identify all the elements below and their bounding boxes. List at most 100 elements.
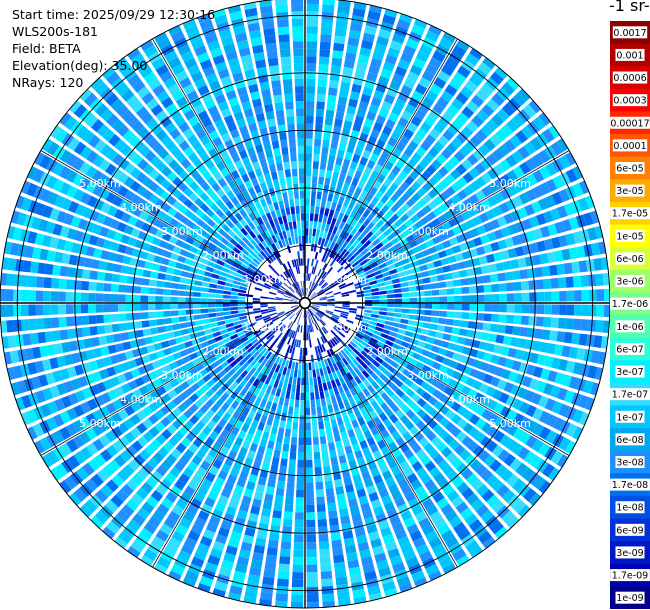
ray-cell (110, 313, 119, 323)
ray-cell (387, 303, 395, 308)
ray-cell (130, 194, 142, 205)
ray-cell (54, 194, 66, 208)
ray-cell (433, 122, 446, 134)
ray-cell (396, 18, 411, 30)
ray-cell (454, 295, 463, 303)
ray-cell (82, 387, 93, 400)
ray-cell (279, 420, 286, 429)
ray-cell (233, 111, 244, 121)
ray-cell (118, 313, 127, 322)
ray-cell (415, 209, 426, 219)
ray-cell (297, 273, 301, 282)
ray-cell (445, 350, 455, 359)
colorbar-tick-label: 3e-07 (616, 367, 643, 378)
ray-cell (318, 352, 324, 361)
ray-cell (312, 298, 320, 302)
ray-cell (500, 406, 512, 418)
ray-cell (59, 480, 72, 494)
ray-cell (295, 274, 300, 282)
ray-cell (175, 96, 188, 108)
ray-cell (194, 516, 207, 528)
range-ring-label: 5.00km (489, 177, 531, 190)
ray-cell (51, 277, 60, 289)
ray-cell (281, 359, 287, 367)
ray-cell (238, 549, 251, 559)
ray-cell (456, 261, 466, 270)
ray-cell (424, 134, 436, 146)
ray-cell (335, 264, 342, 272)
ray-cell (340, 349, 348, 358)
ray-cell (424, 290, 432, 297)
ray-cell (532, 407, 544, 421)
ray-cell (264, 376, 272, 385)
ray-cell (155, 64, 169, 77)
ray-cell (369, 153, 379, 163)
ray-cell (317, 289, 324, 295)
ray-cell (354, 281, 362, 287)
ray-cell (481, 103, 495, 117)
ray-cell (302, 280, 305, 289)
ray-cell (282, 300, 291, 303)
ray-cell (431, 252, 440, 261)
ray-cell (428, 228, 438, 238)
ray-cell (333, 262, 340, 270)
ray-cell (223, 481, 235, 492)
ray-cell (151, 360, 162, 370)
ray-cell (283, 306, 291, 309)
ray-cell (205, 398, 215, 409)
ray-cell (284, 308, 292, 313)
ray-cell (390, 393, 400, 403)
ray-cell (217, 241, 226, 250)
ray-cell (200, 313, 209, 319)
ray-cell (167, 389, 178, 399)
ray-cell (339, 316, 347, 322)
ray-cell (234, 32, 248, 43)
ray-cell (330, 318, 338, 324)
ray-cell (295, 282, 300, 290)
ray-cell (208, 288, 217, 294)
ray-cell (322, 335, 328, 343)
ray-cell (489, 520, 504, 535)
ray-cell (309, 332, 313, 340)
ray-cell (317, 413, 324, 422)
ray-cell (212, 441, 222, 452)
ray-cell (309, 290, 314, 297)
ray-cell (85, 180, 97, 194)
polar-grid-layer (0, 0, 610, 609)
ray-cell (105, 163, 117, 176)
ray-cell (422, 364, 432, 374)
ray-cell (145, 476, 158, 489)
ray-cell (405, 186, 416, 197)
ray-cell (397, 116, 409, 128)
ray-cell (320, 443, 328, 452)
ray-cell (345, 207, 352, 217)
ray-cell (447, 470, 460, 483)
ray-cell (130, 401, 142, 412)
ray-cell (506, 119, 520, 133)
ray-cell (587, 365, 598, 379)
ray-cell (415, 175, 426, 186)
ray-cell (428, 146, 440, 158)
ray-cell (128, 134, 141, 147)
ray-cell (170, 146, 182, 158)
ray-cell (296, 220, 301, 229)
ray-cell (43, 317, 52, 329)
ray-cell (352, 322, 361, 328)
ray-cell (42, 205, 53, 219)
ray-cell (319, 169, 326, 178)
ray-cell (312, 369, 317, 378)
ray-cell (379, 224, 388, 233)
ray-cell (265, 447, 274, 457)
ray-cell (212, 223, 222, 232)
ray-cell (373, 121, 384, 132)
ray-cell (306, 26, 318, 34)
ray-cell (428, 268, 437, 276)
ray-cell (384, 378, 394, 388)
ray-cell (576, 245, 586, 259)
ray-cell (227, 163, 237, 173)
ray-cell (199, 192, 210, 202)
ray-cell (312, 266, 317, 275)
ray-cell (170, 289, 179, 296)
ray-cell (290, 161, 298, 169)
ray-cell (261, 508, 271, 518)
